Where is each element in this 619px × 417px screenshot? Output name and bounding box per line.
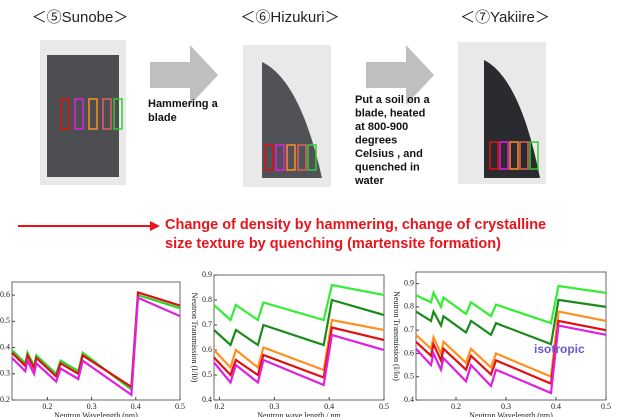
y-tick-label: 0.9	[404, 278, 414, 287]
step-text: Put a soil on a	[355, 94, 430, 106]
x-tick-label: 0.5	[601, 402, 611, 411]
x-tick-label: 0.3	[87, 402, 97, 411]
x-tick-label: 0.4	[324, 402, 334, 411]
y-tick-label: 0.7	[202, 320, 212, 329]
y-axis-label: Neutron Transmission (I/I0)	[190, 293, 199, 383]
step-arrow	[150, 45, 218, 105]
y-axis-label: Neutron Transmission (I/Io)	[392, 291, 401, 381]
step-text: blade, heated	[355, 107, 425, 119]
y-tick-label: 0.3	[0, 369, 10, 378]
stage-label: ＜⑥Hizukuri＞	[240, 9, 339, 26]
x-tick-label: 0.5	[175, 402, 185, 411]
x-tick-label: 0.2	[451, 402, 461, 411]
x-tick-label: 0.3	[269, 402, 279, 411]
stage-label: ＜⑤Sunobe＞	[32, 9, 129, 26]
headline: Change of density by hammering, change o…	[165, 217, 546, 233]
headline: size texture by quenching (martensite fo…	[165, 236, 501, 252]
step-text: at 800-900	[355, 121, 408, 133]
step-text: degrees	[355, 134, 397, 146]
y-tick-label: 0.5	[0, 316, 10, 325]
stage-label: ＜⑦Yakiire＞	[460, 9, 550, 26]
y-tick-label: 0.6	[0, 290, 10, 299]
slide-canvas: ＜⑤Sunobe＞ ＜⑥Hizukuri＞ ＜⑦Yakiire＞ Hammeri…	[0, 0, 619, 417]
y-tick-label: 0.7	[404, 325, 414, 334]
y-tick-label: 0.4	[202, 395, 212, 404]
annotation: isotropic	[534, 342, 585, 356]
red-arrow-head	[150, 221, 160, 231]
x-tick-label: 0.4	[131, 402, 141, 411]
y-tick-label: 0.6	[202, 345, 212, 354]
y-tick-label: 0.8	[202, 295, 212, 304]
step-text: Celsius , and	[355, 148, 423, 160]
y-tick-label: 0.8	[404, 302, 414, 311]
x-tick-label: 0.3	[501, 402, 511, 411]
step-text: blade	[148, 112, 177, 124]
y-tick-label: 0.6	[404, 348, 414, 357]
y-tick-label: 0.4	[0, 342, 10, 351]
y-tick-label: 0.5	[404, 372, 414, 381]
step-text: quenched in	[355, 161, 420, 173]
y-tick-label: 0.9	[202, 270, 212, 279]
y-tick-label: 0.2	[0, 395, 10, 404]
plot-area	[416, 272, 606, 400]
x-axis-label: Neutron Wavelength (nm)	[469, 411, 553, 417]
x-tick-label: 0.2	[214, 402, 224, 411]
step-text: water	[354, 175, 384, 187]
x-tick-label: 0.4	[551, 402, 561, 411]
slide: ＜⑤Sunobe＞ ＜⑥Hizukuri＞ ＜⑦Yakiire＞ Hammeri…	[0, 0, 619, 417]
x-tick-label: 0.2	[42, 402, 52, 411]
y-tick-label: 0.5	[202, 370, 212, 379]
y-tick-label: 0.4	[404, 395, 414, 404]
step-text: Hammering a	[148, 98, 219, 110]
x-axis-label: Neutron wave length / nm	[257, 411, 341, 417]
x-axis-label: Neutron Wavelength (nm)	[54, 411, 138, 417]
x-tick-label: 0.5	[379, 402, 389, 411]
